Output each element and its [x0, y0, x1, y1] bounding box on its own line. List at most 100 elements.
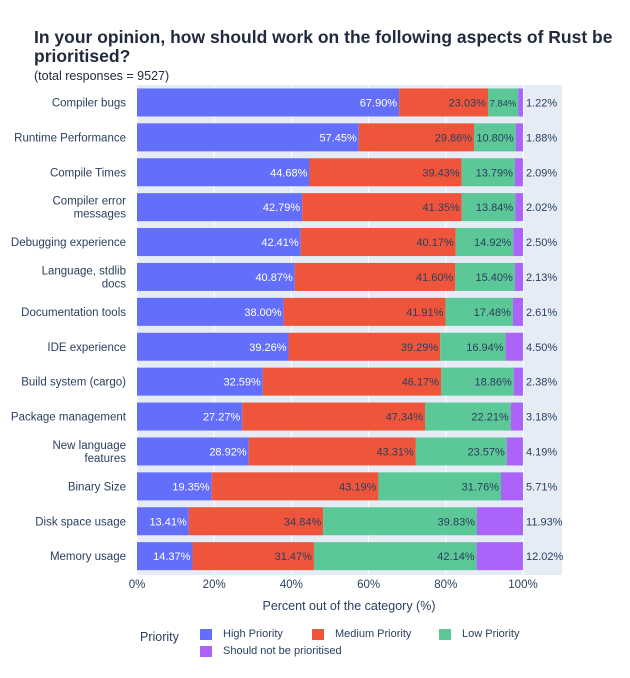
bar-segment[interactable]	[248, 437, 416, 466]
bar-segment[interactable]	[300, 228, 456, 257]
data-label: 2.13%	[526, 272, 557, 284]
category-label: Compile Times	[50, 167, 126, 179]
bar-segment[interactable]	[211, 472, 379, 501]
data-label: 23.57%	[467, 446, 505, 458]
bar-segment[interactable]	[283, 297, 446, 326]
bar-segment[interactable]	[474, 123, 516, 152]
data-label: 38.00%	[244, 307, 282, 319]
legend-label: Low Priority	[462, 628, 520, 640]
category-label: docs	[102, 278, 127, 290]
bar-segment[interactable]	[461, 193, 516, 222]
x-tick-label: 100%	[508, 579, 537, 591]
category-label: Compiler error	[53, 196, 127, 208]
data-label: 19.35%	[172, 481, 210, 493]
bar-segment[interactable]	[378, 472, 501, 501]
data-label: 16.94%	[466, 342, 504, 354]
bar-segment[interactable]	[137, 367, 263, 396]
data-label: 18.86%	[475, 377, 513, 389]
category-label: messages	[74, 209, 127, 221]
x-axis-title: Percent out of the category (%)	[262, 599, 435, 613]
bar-segment[interactable]	[455, 262, 515, 291]
bar-segment[interactable]	[242, 402, 425, 431]
x-tick-label: 60%	[357, 579, 380, 591]
category-label: Runtime Performance	[14, 132, 126, 144]
bar-segment[interactable]	[309, 158, 462, 187]
bar-segment[interactable]	[510, 402, 523, 431]
category-label: Memory usage	[50, 551, 126, 563]
data-label: 44.68%	[270, 167, 308, 179]
bar-segment[interactable]	[137, 123, 359, 152]
data-label: 31.76%	[462, 481, 500, 493]
data-label: 39.26%	[249, 342, 287, 354]
data-label: 31.47%	[275, 551, 313, 563]
bar-segment[interactable]	[515, 193, 523, 222]
legend-item[interactable]: Medium Priority	[312, 628, 411, 640]
category-label: Language, stdlib	[42, 265, 126, 277]
bar-segment[interactable]	[313, 542, 477, 571]
category-label: Package management	[11, 412, 127, 424]
bar-segment[interactable]	[137, 472, 212, 501]
data-label: 4.19%	[526, 446, 557, 458]
bar-segment[interactable]	[137, 88, 400, 117]
bar-segment[interactable]	[415, 437, 507, 466]
data-label: 11.93%	[526, 516, 563, 528]
bar-segment[interactable]	[505, 332, 523, 361]
data-label: 3.18%	[526, 412, 557, 424]
bar-segment[interactable]	[137, 297, 284, 326]
bar-segment[interactable]	[476, 507, 524, 536]
bar-segment[interactable]	[288, 332, 441, 361]
x-tick-label: 20%	[203, 579, 226, 591]
bar-segment[interactable]	[500, 472, 524, 501]
bar-segment[interactable]	[137, 193, 303, 222]
bar-segment[interactable]	[137, 437, 249, 466]
legend-swatch	[439, 628, 451, 640]
bar-segment[interactable]	[262, 367, 442, 396]
bar-segment[interactable]	[137, 402, 243, 431]
bar-segment[interactable]	[137, 507, 189, 536]
bar-segment[interactable]	[294, 262, 456, 291]
bar-segment[interactable]	[302, 193, 462, 222]
bar-segment[interactable]	[323, 507, 477, 536]
bar-segment[interactable]	[512, 297, 523, 326]
bar-segment[interactable]	[137, 542, 193, 571]
data-label: 47.34%	[386, 412, 424, 424]
bar-segment[interactable]	[513, 228, 523, 257]
data-label: 22.21%	[471, 412, 509, 424]
data-label: 28.92%	[209, 446, 247, 458]
bar-segment[interactable]	[137, 228, 301, 257]
bar-segment[interactable]	[192, 542, 314, 571]
bar-segment[interactable]	[455, 228, 514, 257]
bar-segment[interactable]	[137, 262, 295, 291]
bar-segment[interactable]	[487, 88, 519, 117]
legend-item[interactable]: Should not be prioritised	[200, 645, 342, 657]
data-label: 17.48%	[474, 307, 512, 319]
bar-segment[interactable]	[424, 402, 511, 431]
bar-segment[interactable]	[399, 88, 488, 117]
bar-segment[interactable]	[137, 332, 289, 361]
bar-segment[interactable]	[441, 367, 514, 396]
data-label: 2.61%	[526, 307, 557, 319]
legend-label: Should not be prioritised	[223, 645, 342, 657]
bar-segment[interactable]	[514, 158, 523, 187]
data-label: 13.41%	[149, 516, 187, 528]
bar-segment[interactable]	[506, 437, 523, 466]
bar-segment[interactable]	[440, 332, 506, 361]
legend-item[interactable]: Low Priority	[439, 628, 519, 640]
data-label: 13.84%	[476, 202, 514, 214]
bar-segment[interactable]	[137, 158, 310, 187]
legend-item[interactable]: High Priority	[200, 628, 283, 640]
legend-swatch	[312, 628, 324, 640]
bar-segment[interactable]	[515, 123, 523, 152]
data-label: 43.19%	[339, 481, 377, 493]
bar-segment[interactable]	[188, 507, 324, 536]
data-label: 41.35%	[422, 202, 460, 214]
bar-segment[interactable]	[513, 367, 523, 396]
data-label: 39.43%	[422, 167, 460, 179]
bar-segment[interactable]	[445, 297, 513, 326]
bar-segment[interactable]	[358, 123, 475, 152]
bar-segment[interactable]	[476, 542, 523, 571]
bar-segment[interactable]	[514, 262, 523, 291]
data-label: 12.02%	[526, 551, 564, 563]
bar-segment[interactable]	[518, 88, 523, 117]
bar-segment[interactable]	[461, 158, 515, 187]
